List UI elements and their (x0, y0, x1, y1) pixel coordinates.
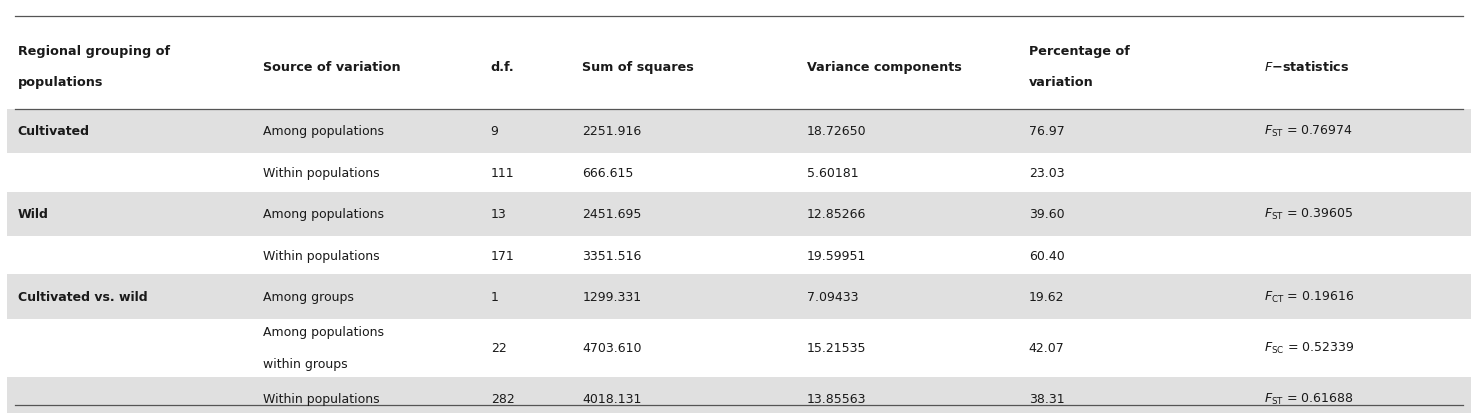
Text: 22: 22 (491, 341, 507, 354)
Text: 13: 13 (491, 208, 507, 221)
Text: 76.97: 76.97 (1029, 125, 1064, 138)
Bar (7, 275, 1471, 319)
Text: Among groups: Among groups (263, 290, 353, 303)
Text: Within populations: Within populations (263, 249, 380, 262)
Text: 12.85266: 12.85266 (807, 208, 866, 221)
Text: Variance components: Variance components (807, 60, 962, 74)
Text: 39.60: 39.60 (1029, 208, 1064, 221)
Text: $\mathit{F}_{\rm{ST}}$ = 0.61688: $\mathit{F}_{\rm{ST}}$ = 0.61688 (1264, 391, 1354, 406)
Bar (7, 109, 1471, 154)
Text: Percentage of: Percentage of (1029, 45, 1129, 58)
Text: 23.03: 23.03 (1029, 166, 1064, 179)
Text: 9: 9 (491, 125, 498, 138)
Text: 18.72650: 18.72650 (807, 125, 866, 138)
Text: Regional grouping of: Regional grouping of (18, 45, 170, 58)
Text: Cultivated vs. wild: Cultivated vs. wild (18, 290, 148, 303)
Text: $\mathit{F}_{\rm{SC}}$ = 0.52339: $\mathit{F}_{\rm{SC}}$ = 0.52339 (1264, 340, 1354, 355)
Text: Sum of squares: Sum of squares (582, 60, 695, 74)
Text: 4703.610: 4703.610 (582, 341, 641, 354)
Text: 42.07: 42.07 (1029, 341, 1064, 354)
Text: 38.31: 38.31 (1029, 392, 1064, 405)
Text: Wild: Wild (18, 208, 49, 221)
Text: 1: 1 (491, 290, 498, 303)
Text: variation: variation (1029, 76, 1094, 89)
Text: 4018.131: 4018.131 (582, 392, 641, 405)
Text: 5.60181: 5.60181 (807, 166, 859, 179)
Text: $\mathit{F}_{\rm{ST}}$ = 0.39605: $\mathit{F}_{\rm{ST}}$ = 0.39605 (1264, 206, 1354, 222)
Text: Within populations: Within populations (263, 392, 380, 405)
Text: 19.59951: 19.59951 (807, 249, 866, 262)
Text: Among populations: Among populations (263, 208, 384, 221)
Text: d.f.: d.f. (491, 60, 514, 74)
Text: Within populations: Within populations (263, 166, 380, 179)
Text: 111: 111 (491, 166, 514, 179)
Text: $\mathit{F}_{\rm{ST}}$ = 0.76974: $\mathit{F}_{\rm{ST}}$ = 0.76974 (1264, 124, 1352, 139)
Text: 666.615: 666.615 (582, 166, 634, 179)
Text: 1299.331: 1299.331 (582, 290, 641, 303)
Text: $\mathit{F}$$\bf{-statistics}$: $\mathit{F}$$\bf{-statistics}$ (1264, 60, 1349, 74)
Text: $\mathit{F}_{\rm{CT}}$ = 0.19616: $\mathit{F}_{\rm{CT}}$ = 0.19616 (1264, 289, 1354, 304)
Text: 2451.695: 2451.695 (582, 208, 641, 221)
Text: 60.40: 60.40 (1029, 249, 1064, 262)
Text: 171: 171 (491, 249, 514, 262)
Text: 19.62: 19.62 (1029, 290, 1064, 303)
Text: 3351.516: 3351.516 (582, 249, 641, 262)
Text: Source of variation: Source of variation (263, 60, 401, 74)
Bar (7, 377, 1471, 413)
Bar (7, 192, 1471, 236)
Text: Among populations: Among populations (263, 325, 384, 338)
Text: 2251.916: 2251.916 (582, 125, 641, 138)
Text: 282: 282 (491, 392, 514, 405)
Text: populations: populations (18, 76, 103, 89)
Text: Cultivated: Cultivated (18, 125, 90, 138)
Text: 15.21535: 15.21535 (807, 341, 866, 354)
Text: within groups: within groups (263, 357, 347, 370)
Text: 7.09433: 7.09433 (807, 290, 859, 303)
Text: Among populations: Among populations (263, 125, 384, 138)
Text: 13.85563: 13.85563 (807, 392, 866, 405)
